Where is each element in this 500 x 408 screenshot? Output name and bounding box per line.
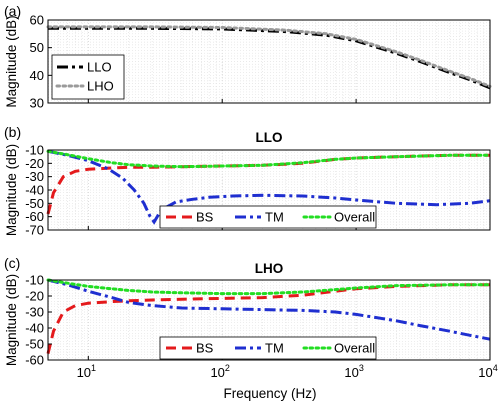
legend-box	[159, 205, 377, 229]
y-tick-label: -60	[25, 209, 44, 224]
legend-box	[159, 336, 377, 360]
series-line-overall	[46, 149, 492, 169]
axes-frame	[47, 279, 491, 361]
legend-label-lho: LHO	[87, 79, 114, 94]
x-tick-label: 102	[210, 363, 229, 380]
y-tick-label: -50	[25, 337, 44, 352]
y-tick-label: -10	[25, 273, 44, 288]
y-tick-label: -20	[25, 289, 44, 304]
legend-label-llo: LLO	[87, 60, 112, 75]
x-tick-exponent: 2	[225, 363, 230, 373]
x-tick-exponent: 4	[493, 363, 498, 373]
series-line-overall	[46, 278, 492, 296]
legend-label-bs: BS	[196, 341, 214, 356]
legend-label-overall: Overall	[334, 210, 375, 225]
panel-label: (a)	[4, 3, 21, 19]
axes-frame	[47, 19, 491, 104]
y-tick-label: 30	[30, 96, 44, 111]
y-tick-label: -50	[25, 196, 44, 211]
series-line-lho	[46, 25, 492, 88]
y-axis-label: Magnitude (dB)	[4, 144, 19, 236]
panel-title: LHO	[255, 261, 284, 276]
panel-title: LLO	[256, 130, 283, 145]
x-tick-label: 101	[77, 363, 96, 380]
y-tick-label: -40	[25, 321, 44, 336]
y-tick-label: -30	[25, 169, 44, 184]
y-tick-label: 60	[30, 13, 44, 28]
panel-b: -10-20-30-40-50-60-70 Magnitude (dB) (b) LL…	[4, 124, 492, 238]
y-tick-label: 40	[30, 68, 44, 83]
legend: BS TM Overall	[159, 205, 377, 229]
series-line-bs	[46, 283, 490, 354]
panel-label: (b)	[4, 124, 21, 140]
legend: LLO LHO	[51, 54, 125, 100]
legend-label-overall: Overall	[334, 341, 375, 356]
panel-label: (c)	[4, 255, 20, 271]
panel-c: -10-20-30-40-50-60 101 102 103 104 Magnitude …	[4, 255, 498, 380]
x-tick-label: 104	[478, 363, 497, 380]
y-tick-label: 50	[30, 40, 44, 55]
x-tick-exponent: 3	[359, 363, 364, 373]
x-axis-label: Frequency (Hz)	[223, 386, 316, 401]
legend-box	[51, 54, 125, 100]
legend-label-tm: TM	[265, 210, 284, 225]
y-tick-label: -10	[25, 143, 44, 158]
y-tick-label: -20	[25, 156, 44, 171]
legend: BS TM Overall	[159, 336, 377, 360]
y-tick-label: -70	[25, 223, 44, 238]
x-tick-label: 103	[344, 363, 363, 380]
y-tick-label: -40	[25, 183, 44, 198]
panel-a: 30 40 50 60 Magnitude (dB)(a) LLO LHO	[4, 3, 492, 111]
y-axis-label: Magnitude (dB)	[4, 15, 19, 107]
legend-label-tm: TM	[265, 341, 284, 356]
series-line-tm	[47, 149, 491, 225]
x-tick-exponent: 1	[91, 363, 96, 373]
y-tick-label: -60	[25, 353, 44, 368]
legend-label-bs: BS	[196, 210, 214, 225]
y-axis-label: Magnitude (dB)	[4, 274, 19, 366]
y-tick-label: -30	[25, 305, 44, 320]
